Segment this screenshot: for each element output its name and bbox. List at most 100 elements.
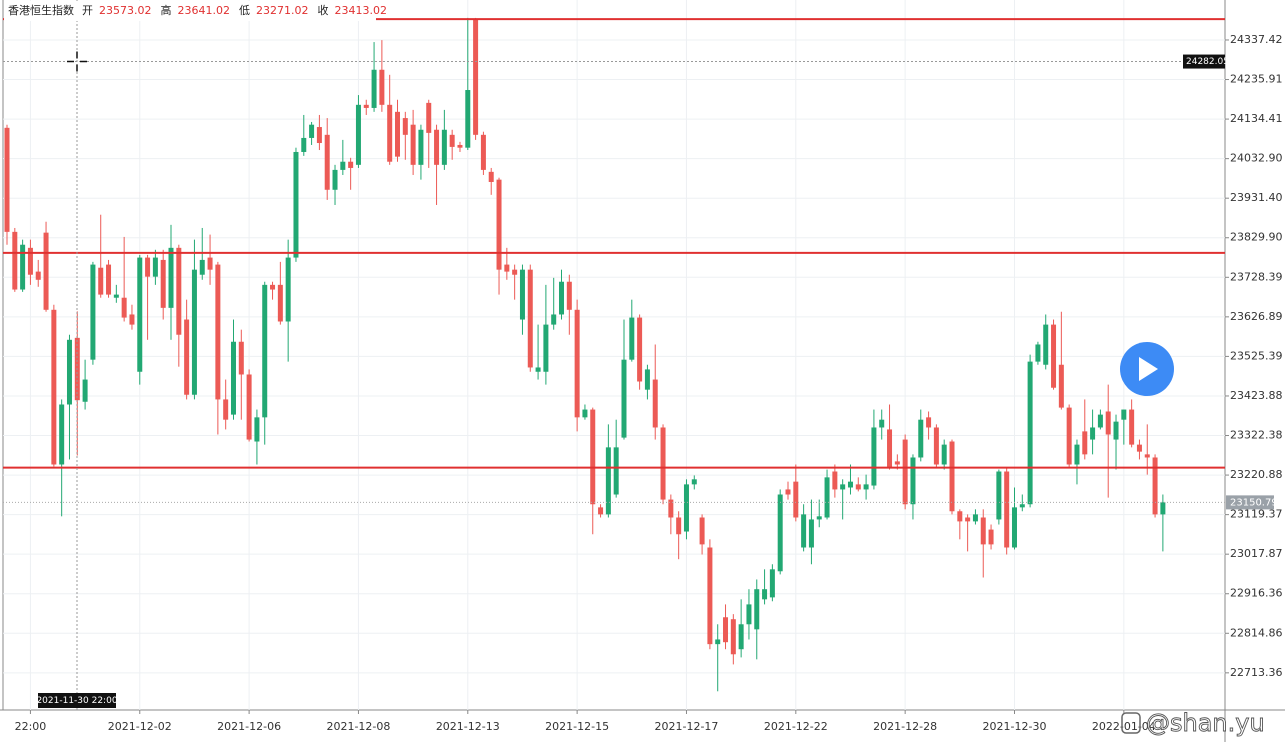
candle-body bbox=[676, 517, 682, 535]
header-field-value: 23413.02 bbox=[335, 4, 388, 17]
candle-body bbox=[1027, 361, 1033, 505]
overlay-layer: 23150.7924282.052021-11-30 22:00香港恒生指数开 2… bbox=[3, 0, 1278, 737]
candle-body bbox=[418, 129, 424, 165]
candle-body bbox=[980, 517, 986, 545]
candle-body bbox=[723, 617, 729, 643]
watermark: @shan.yu bbox=[1146, 709, 1265, 737]
candle-body bbox=[543, 324, 549, 372]
x-tick-label: 2021-12-22 bbox=[764, 720, 828, 733]
candle-body bbox=[738, 624, 744, 650]
candle-body bbox=[559, 281, 565, 315]
candle-body bbox=[387, 104, 393, 162]
candle-body bbox=[4, 127, 10, 232]
candle-body bbox=[808, 519, 814, 548]
y-tick-label: 23626.89 bbox=[1230, 310, 1283, 323]
candle-body bbox=[480, 134, 486, 170]
candle-body bbox=[152, 257, 158, 277]
candle-body bbox=[199, 259, 205, 275]
y-tick-label: 24032.90 bbox=[1230, 152, 1283, 165]
candle-body bbox=[894, 461, 900, 465]
y-tick-label: 22916.36 bbox=[1230, 587, 1283, 600]
candle-body bbox=[230, 341, 236, 415]
candle-body bbox=[66, 339, 72, 405]
header-name: 香港恒生指数 bbox=[8, 3, 74, 17]
candle-body bbox=[918, 419, 924, 458]
y-tick-label: 24134.41 bbox=[1230, 112, 1283, 125]
candle-body bbox=[824, 477, 830, 518]
candle-body bbox=[121, 297, 127, 318]
candle-body bbox=[285, 257, 291, 322]
candle-body bbox=[691, 479, 697, 485]
candle-body bbox=[1121, 409, 1127, 420]
candle-body bbox=[519, 269, 525, 320]
candle-body bbox=[637, 317, 643, 382]
candle-body bbox=[965, 517, 971, 522]
marks-layer bbox=[4, 17, 1166, 692]
candle-body bbox=[371, 69, 377, 108]
candle-body bbox=[301, 137, 307, 152]
candle-body bbox=[316, 127, 322, 144]
crosshair-x-label: 2021-11-30 22:00 bbox=[36, 696, 117, 706]
candle-body bbox=[238, 341, 244, 375]
candle-body bbox=[207, 257, 213, 270]
candle-body bbox=[106, 264, 112, 295]
header-field-value: 23641.02 bbox=[178, 4, 231, 17]
header-field-label: 高 bbox=[161, 3, 172, 17]
candle-body bbox=[1035, 344, 1041, 362]
y-tick-label: 23931.40 bbox=[1230, 191, 1283, 204]
candle-body bbox=[785, 489, 791, 495]
candle-body bbox=[1136, 444, 1142, 452]
candle-body bbox=[972, 514, 978, 522]
watermark-logo bbox=[1121, 712, 1141, 734]
candle-body bbox=[1066, 407, 1072, 465]
crosshair-x-box bbox=[38, 693, 116, 708]
candle-body bbox=[254, 417, 260, 442]
candle-body bbox=[847, 481, 853, 488]
candle-body bbox=[598, 507, 604, 515]
x-tick-label: 2021-12-30 bbox=[983, 720, 1047, 733]
candle-body bbox=[863, 484, 869, 490]
candle-body bbox=[324, 134, 330, 190]
header-field-label: 收 bbox=[318, 3, 329, 17]
candle-body bbox=[176, 247, 182, 335]
candle-body bbox=[926, 417, 932, 428]
x-tick-label: 2021-12-08 bbox=[326, 720, 390, 733]
last-price-label: 23150.79 bbox=[1230, 497, 1278, 508]
candle-body bbox=[730, 619, 736, 655]
crosshair-y-label: 24282.05 bbox=[1186, 57, 1229, 67]
last-price-box bbox=[1226, 495, 1274, 510]
play-icon[interactable] bbox=[1139, 357, 1158, 381]
candle-body bbox=[793, 481, 799, 518]
candle-body bbox=[129, 314, 135, 325]
candle-body bbox=[12, 231, 18, 290]
candle-body bbox=[145, 257, 151, 277]
candle-body bbox=[1129, 409, 1135, 445]
candle-body bbox=[1144, 454, 1150, 458]
crosshair-y-box bbox=[1183, 54, 1225, 69]
candle-body bbox=[402, 118, 408, 135]
candle-body bbox=[82, 379, 88, 402]
candle-body bbox=[832, 471, 838, 490]
header-field-label: 低 bbox=[239, 4, 250, 17]
candle-body bbox=[1051, 324, 1057, 388]
candle-body bbox=[762, 589, 768, 600]
candle-body bbox=[941, 444, 947, 465]
candle-body bbox=[910, 457, 916, 505]
y-tick-label: 23017.87 bbox=[1230, 547, 1283, 560]
candle-body bbox=[1004, 471, 1010, 548]
candle-body bbox=[1019, 504, 1025, 508]
candle-body bbox=[660, 427, 666, 500]
header-field-value: 23573.02 bbox=[99, 4, 152, 17]
candle-body bbox=[160, 259, 166, 308]
candle-body bbox=[363, 104, 369, 108]
candle-body bbox=[707, 547, 713, 645]
x-tick-label: 2021-12-28 bbox=[873, 720, 937, 733]
candle-body bbox=[879, 419, 885, 428]
header-field-label: 开 bbox=[82, 4, 93, 17]
candle-body bbox=[51, 309, 57, 465]
crosshair-cursor bbox=[67, 51, 87, 72]
candle-body bbox=[551, 314, 557, 325]
y-tick-label: 23119.37 bbox=[1230, 508, 1283, 521]
